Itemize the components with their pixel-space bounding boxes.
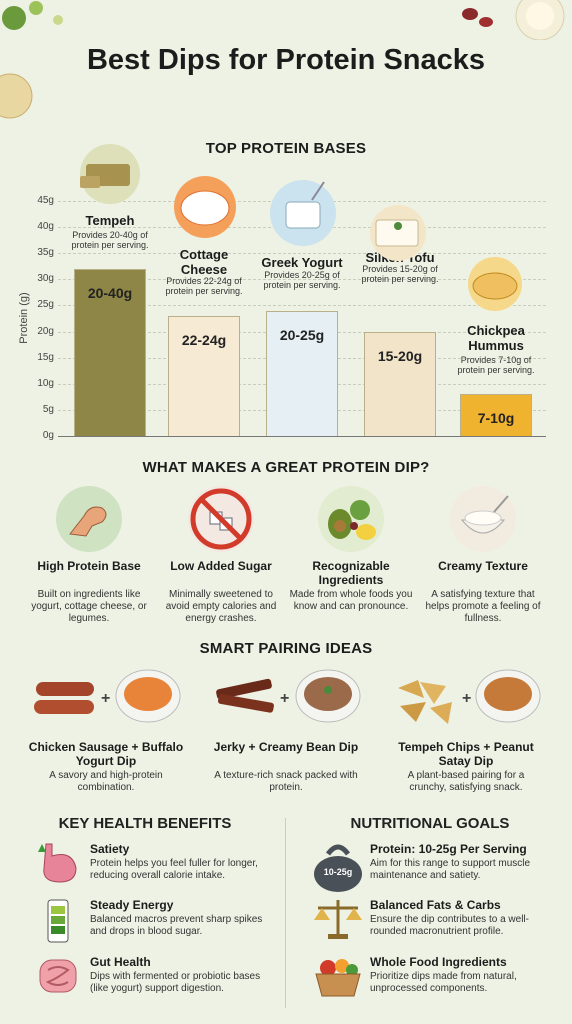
qualities-title: WHAT MAKES A GREAT PROTEIN DIP? (142, 459, 430, 476)
bar-2 (266, 310, 338, 436)
benefits-title: KEY HEALTH BENEFITS (58, 815, 232, 832)
bar-category-label: Cottage Cheese (179, 247, 229, 277)
protein-chart-title: TOP PROTEIN BASES (205, 140, 367, 157)
bar-3 (364, 331, 436, 436)
y-tick-label: 15g (37, 351, 54, 363)
seeds-bowl-icon (0, 66, 36, 126)
basket-icon (310, 950, 366, 1000)
bar-value-label: 15-20g (377, 347, 423, 364)
cottage-cheese-icon (172, 174, 238, 240)
benefit-description: Protein helps you feel fuller for longer… (90, 858, 258, 881)
y-tick-label: 5g (42, 403, 54, 415)
grid-line (58, 279, 546, 281)
hummus-icon (462, 256, 528, 312)
beans-decoration-icon (440, 0, 572, 41)
bar-description: Provides 20-40g of protein per serving. (71, 230, 149, 250)
goal-title: Balanced Fats & Carbs (370, 898, 501, 912)
quality-title: Low Added Sugar (170, 559, 272, 573)
chicken-sausage-icon (30, 668, 100, 728)
benefit-title: Gut Health (90, 955, 151, 969)
flexed-arm-icon (56, 486, 122, 552)
intestine-icon (32, 952, 84, 1000)
pairing-title: Tempeh Chips + Peanut Satay Dip (398, 740, 534, 768)
bar-description: Provides 15-20g of protein per serving. (361, 264, 439, 284)
quality-description: Built on ingredients like yogurt, cottag… (31, 589, 147, 624)
y-tick-label: 25g (37, 299, 54, 311)
y-tick-label: 10g (37, 377, 54, 389)
grid-line (58, 305, 546, 307)
pairings-title: SMART PAIRING IDEAS (199, 640, 373, 657)
kettlebell-label: 10-25g (323, 867, 353, 877)
quality-description: A satisfying texture that helps promote … (425, 589, 541, 624)
pairing-description: A plant-based pairing for a crunchy, sat… (407, 770, 525, 793)
benefit-description: Dips with fermented or probiotic bases (… (90, 971, 261, 994)
bar-1 (168, 315, 240, 436)
goal-description: Aim for this range to support muscle mai… (370, 858, 531, 881)
pairing-description: A texture-rich snack packed with protein… (214, 770, 358, 793)
tempeh-chips-icon (390, 668, 460, 730)
bar-category-label: Greek Yogurt (261, 255, 343, 270)
plus-sign: + (101, 690, 111, 707)
goal-description: Prioritize dips made from natural, unpro… (370, 971, 517, 994)
bar-category-label: Chickpea Hummus (467, 323, 525, 353)
tempeh-icon (72, 142, 148, 206)
y-tick-label: 30g (37, 273, 54, 285)
bar-4 (460, 394, 532, 436)
goal-title: Protein: 10-25g Per Serving (370, 842, 527, 856)
pairing-title: Jerky + Creamy Bean Dip (213, 740, 359, 754)
no-sugar-icon (188, 486, 254, 552)
jerky-icon (210, 668, 280, 728)
peanut-satay-dip-icon (474, 666, 542, 728)
quality-title: Creamy Texture (438, 559, 528, 573)
plus-sign: + (462, 690, 472, 707)
benefit-description: Balanced macros prevent sharp spikes and… (90, 914, 263, 937)
benefit-title: Steady Energy (90, 898, 174, 912)
whole-foods-icon (318, 486, 384, 552)
y-tick-label: 20g (37, 325, 54, 337)
quality-description: Made from whole foods you know and can p… (289, 589, 413, 612)
y-tick-label: 0g (42, 430, 54, 441)
goals-title: NUTRITIONAL GOALS (350, 815, 510, 832)
bar-description: Provides 20-25g of protein per serving. (263, 270, 341, 290)
herb-decoration-icon (0, 0, 70, 60)
y-tick-label: 35g (37, 247, 54, 259)
bar-value-label: 20-25g (279, 326, 325, 343)
column-divider (285, 818, 286, 1008)
x-axis-line (58, 436, 546, 437)
y-tick-label: 45g (37, 195, 54, 206)
quality-description: Minimally sweetened to avoid empty calor… (165, 589, 277, 624)
goal-title: Whole Food Ingredients (370, 955, 507, 969)
grid-line (58, 253, 546, 255)
kettlebell-icon (310, 840, 366, 894)
greek-yogurt-icon (268, 178, 338, 248)
stomach-icon (32, 838, 84, 886)
plus-sign: + (280, 690, 290, 707)
quality-title: Recognizable Ingredients (312, 559, 390, 587)
pairing-description: A savory and high-protein combination. (49, 770, 163, 793)
bar-0 (74, 268, 146, 436)
buffalo-yogurt-dip-icon (114, 666, 182, 728)
battery-icon (40, 896, 76, 946)
goal-description: Ensure the dip contributes to a well-rou… (370, 914, 529, 937)
page-title: Best Dips for Protein Snacks (86, 44, 486, 76)
bar-category-label: Tempeh (85, 213, 135, 228)
benefit-title: Satiety (90, 842, 130, 856)
bar-description: Provides 7-10g of protein per serving. (457, 355, 535, 375)
creamy-bowl-icon (450, 486, 516, 552)
protein-bar-chart: 0g 5g 10g 15g 20g 25g 30g 35g 40g 45g 20-40g Tempeh… (0, 0, 572, 450)
scale-icon (312, 896, 364, 942)
bar-value-label: 22-24g (181, 331, 227, 348)
y-tick-label: 40g (37, 221, 54, 233)
silken-tofu-icon (364, 204, 432, 262)
bar-value-label: 20-40g (87, 284, 133, 301)
bar-value-label: 7-10g (477, 410, 515, 427)
quality-title: High Protein Base (37, 559, 141, 573)
pairing-title: Chicken Sausage + Buffalo Yogurt Dip (28, 740, 184, 768)
creamy-bean-dip-icon (294, 666, 362, 728)
bar-description: Provides 22-24g of protein per serving. (165, 276, 243, 296)
